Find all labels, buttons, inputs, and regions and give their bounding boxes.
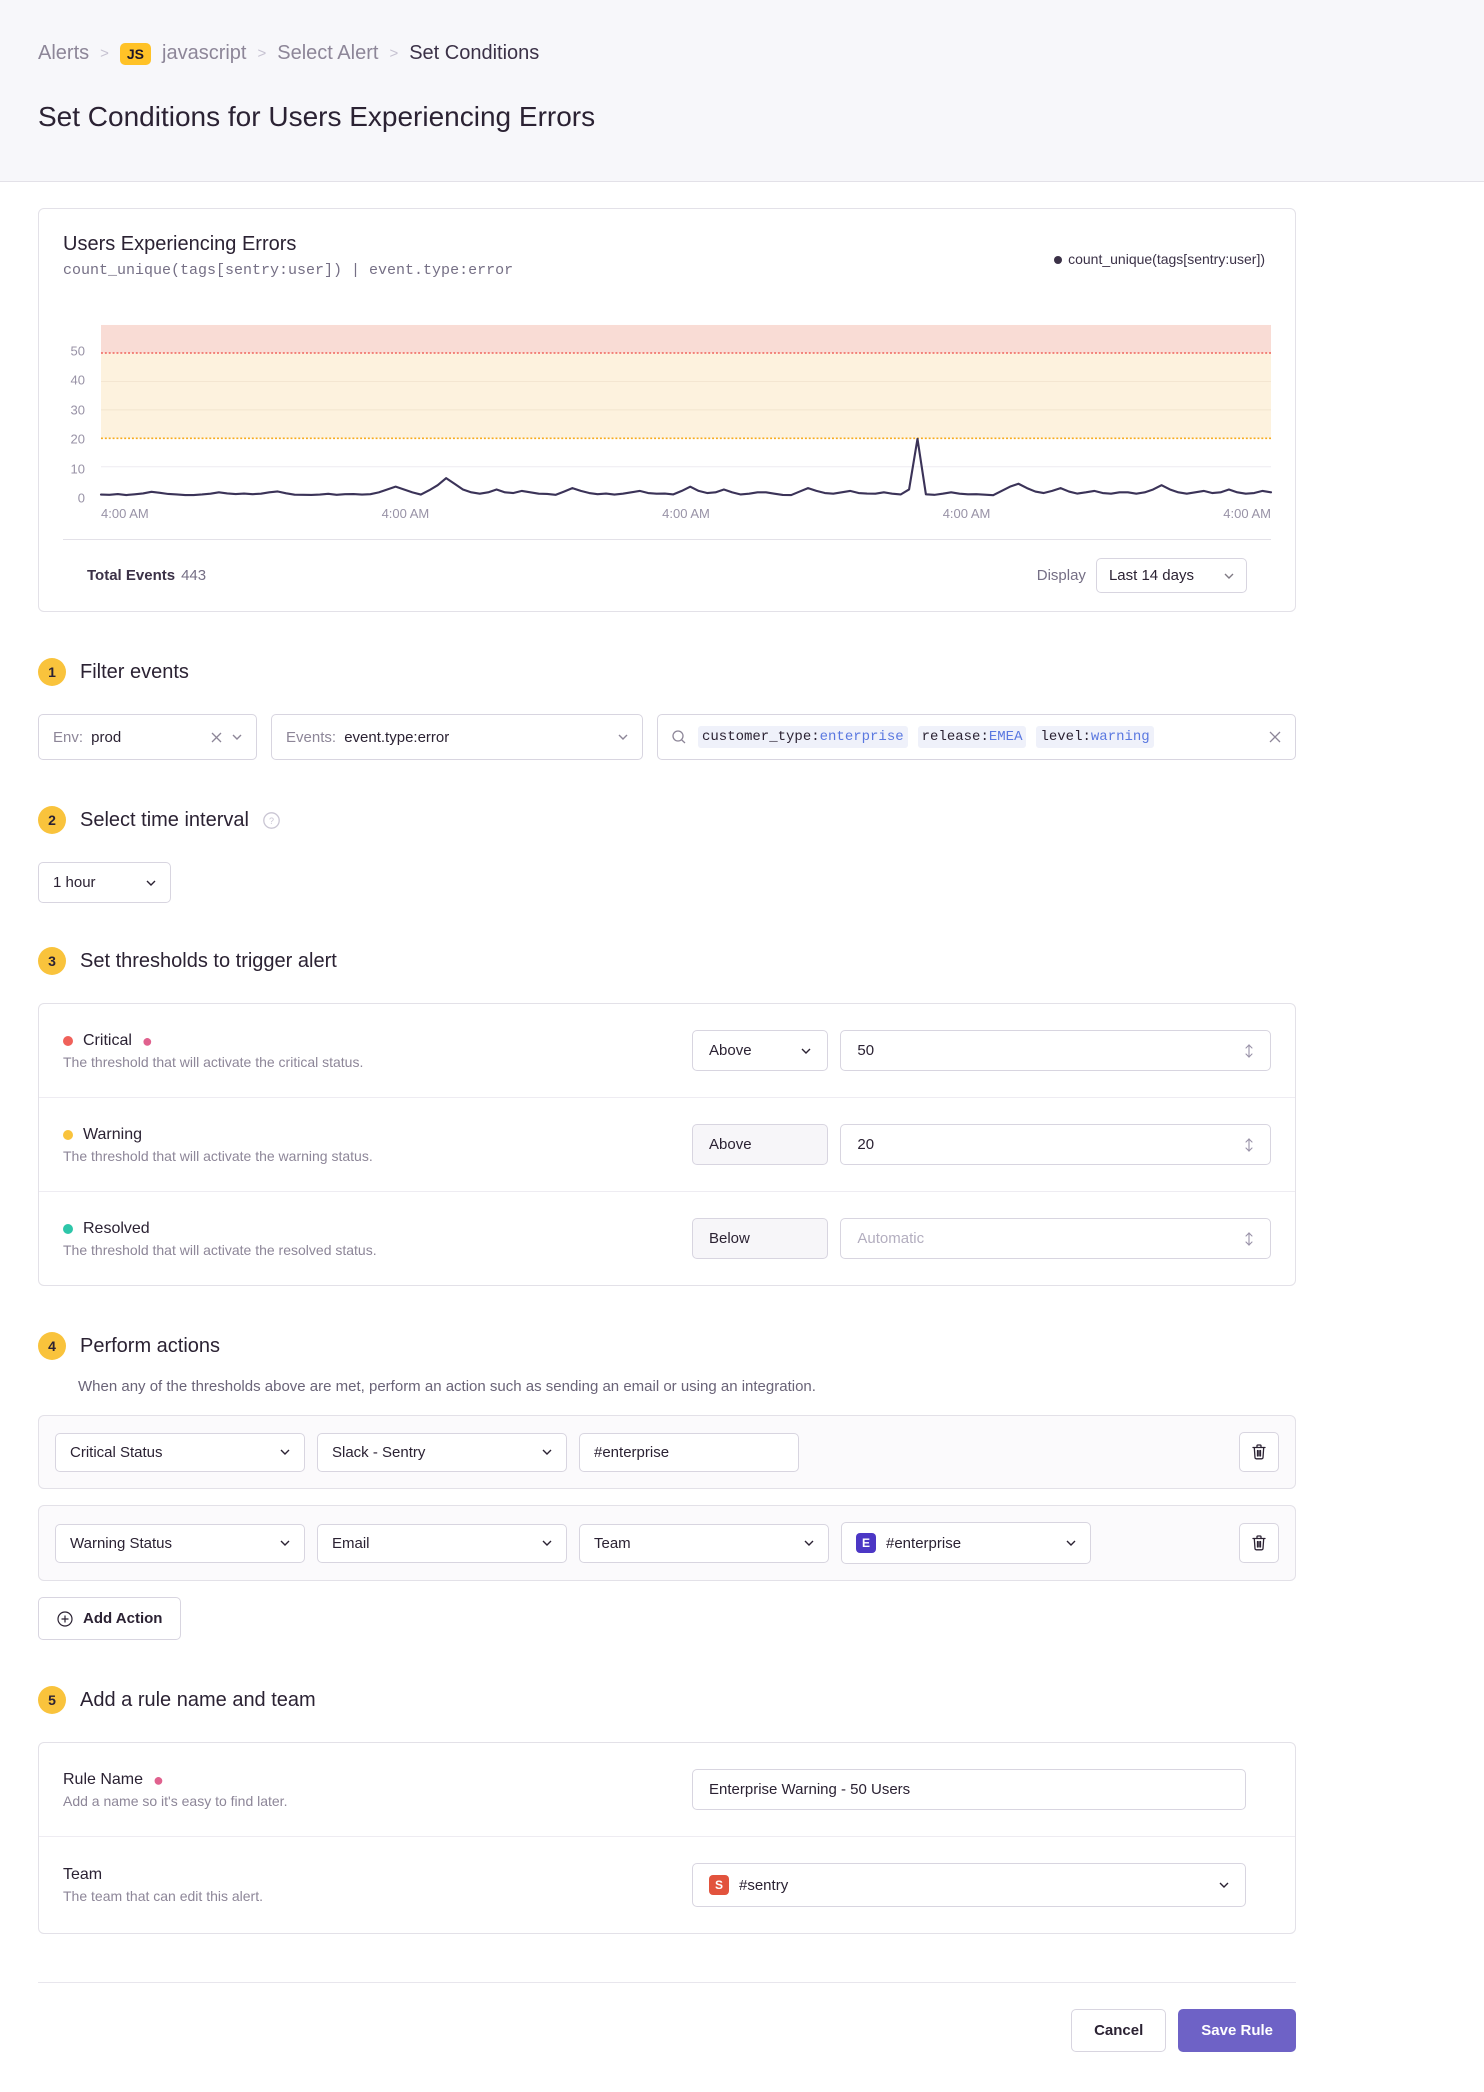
svg-text:?: ? [269, 816, 274, 826]
